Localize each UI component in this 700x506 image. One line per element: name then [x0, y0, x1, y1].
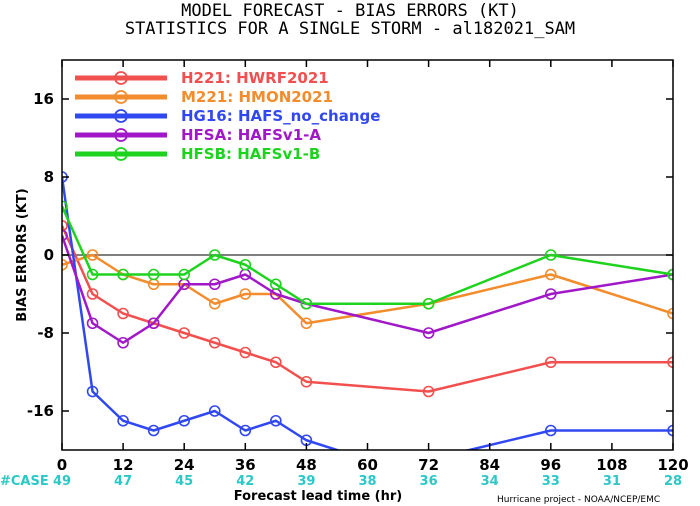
case-count: 36: [420, 474, 438, 489]
data-point: [208, 297, 221, 310]
series-group: [62, 171, 673, 450]
data-point: [544, 268, 557, 281]
data-point: [667, 356, 673, 369]
data-point: [62, 258, 68, 271]
case-count: 42: [236, 474, 254, 489]
data-point: [208, 249, 221, 261]
data-point: [147, 317, 160, 330]
case-count: 31: [603, 474, 621, 489]
data-point: [62, 219, 68, 232]
data-point: [239, 424, 252, 437]
data-point: [117, 336, 129, 349]
data-point: [208, 336, 221, 349]
data-point: [300, 375, 313, 388]
case-count: 28: [664, 474, 682, 489]
credit-text: Hurricane project - NOAA/NCEP/EMC: [497, 495, 660, 505]
x-tick-label: 12: [113, 456, 134, 474]
series-line: [62, 253, 673, 325]
data-point: [178, 268, 190, 281]
x-tick-label: 24: [174, 456, 195, 474]
legend-marker: [114, 128, 128, 142]
data-point: [178, 414, 190, 427]
data-point: [422, 327, 435, 339]
data-point: [86, 288, 99, 300]
chart-subtitle: STATISTICS FOR A SINGLE STORM - al182021…: [125, 19, 575, 39]
legend-marker: [114, 90, 128, 104]
data-point: [86, 385, 99, 398]
data-point: [117, 307, 129, 320]
y-tick-label: 0: [44, 246, 54, 264]
case-count: 49: [53, 474, 71, 489]
data-point: [422, 385, 435, 398]
case-header: #CASE: [0, 474, 49, 489]
data-point: [270, 414, 282, 427]
x-axis-label: Forecast lead time (hr): [234, 489, 402, 504]
data-point: [239, 258, 252, 271]
y-axis-label: BIAS ERRORS (KT): [15, 188, 30, 321]
x-tick-label: 0: [57, 456, 67, 474]
data-point: [422, 297, 435, 310]
data-point: [147, 268, 160, 281]
data-point: [300, 297, 313, 310]
legend-marker: [114, 71, 128, 85]
data-point: [86, 249, 99, 261]
legend-marker: [114, 109, 128, 123]
y-tick-label: -8: [37, 324, 54, 342]
data-point: [544, 424, 557, 437]
legend-label: HG16: HAFS_no_change: [181, 107, 380, 125]
chart-title: MODEL FORECAST - BIAS ERRORS (KT): [181, 1, 519, 21]
data-point: [544, 288, 557, 300]
x-tick-label: 120: [657, 456, 688, 474]
case-count: 39: [297, 474, 315, 489]
case-count: 47: [114, 474, 132, 489]
x-tick-label: 72: [418, 456, 439, 474]
data-point: [544, 356, 557, 369]
case-count: 45: [175, 474, 193, 489]
data-point: [86, 317, 99, 330]
data-point: [239, 346, 252, 359]
data-point: [208, 278, 221, 291]
x-tick-label: 108: [596, 456, 627, 474]
legend-label: HFSB: HAFSv1-B: [181, 145, 320, 163]
data-point: [117, 268, 129, 281]
case-count: 33: [542, 474, 560, 489]
legend-marker: [114, 147, 128, 161]
data-point: [667, 307, 673, 320]
axes: 0491247244536424839603872368434963310831…: [27, 59, 689, 489]
legend-label: M221: HMON2021: [181, 88, 333, 106]
y-tick-label: -16: [27, 402, 54, 420]
data-point: [667, 268, 673, 281]
x-tick-label: 96: [540, 456, 561, 474]
case-count: 38: [358, 474, 376, 489]
data-point: [544, 249, 557, 261]
data-point: [270, 356, 282, 369]
data-point: [178, 327, 190, 339]
legend-label: H221: HWRF2021: [181, 69, 329, 87]
legend-label: HFSA: HAFSv1-A: [181, 126, 321, 144]
data-point: [239, 288, 252, 300]
data-point: [117, 414, 129, 427]
data-point: [86, 268, 99, 281]
series-line: [62, 176, 673, 450]
x-tick-label: 84: [479, 456, 500, 474]
series-line: [62, 235, 673, 344]
data-point: [147, 424, 160, 437]
data-point: [270, 278, 282, 291]
data-point: [300, 317, 313, 330]
x-tick-label: 60: [357, 456, 378, 474]
data-point: [62, 229, 68, 242]
y-tick-label: 16: [33, 90, 54, 108]
x-tick-label: 48: [296, 456, 317, 474]
y-tick-label: 8: [44, 168, 54, 186]
data-point: [208, 405, 221, 417]
series-line: [62, 225, 673, 393]
x-tick-label: 36: [235, 456, 256, 474]
data-point: [667, 424, 673, 437]
case-count: 34: [481, 474, 499, 489]
data-point: [62, 200, 68, 213]
